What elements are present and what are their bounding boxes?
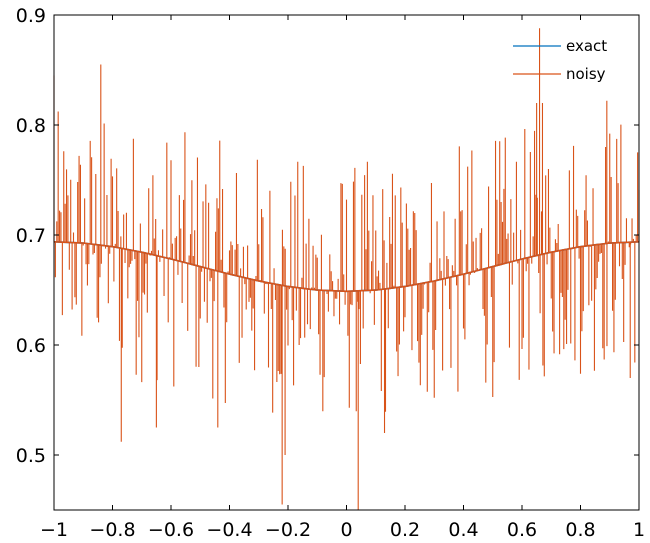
legend-label-noisy: noisy bbox=[566, 65, 606, 83]
x-tick-label: 0.8 bbox=[565, 519, 595, 541]
x-tick-label: −0.6 bbox=[148, 519, 194, 541]
y-tick-label: 0.6 bbox=[16, 335, 46, 357]
y-tick-label: 0.7 bbox=[16, 225, 46, 247]
y-tick-label: 0.9 bbox=[16, 5, 46, 27]
x-tick-label: 0.6 bbox=[507, 519, 537, 541]
y-axis: 0.5 0.6 0.7 0.8 0.9 bbox=[16, 5, 639, 467]
x-tick-label: −0.2 bbox=[265, 519, 311, 541]
y-tick-label: 0.5 bbox=[16, 445, 46, 467]
x-tick-label: −1 bbox=[40, 519, 68, 541]
x-tick-label: 0.2 bbox=[390, 519, 420, 541]
legend: exact noisy bbox=[513, 37, 607, 83]
x-tick-label: 0 bbox=[340, 519, 352, 541]
x-tick-label: 1 bbox=[633, 519, 645, 541]
noisy-series-smooth-line bbox=[53, 241, 640, 293]
x-tick-label: −0.4 bbox=[206, 519, 252, 541]
legend-label-exact: exact bbox=[566, 37, 607, 55]
x-tick-label: 0.4 bbox=[448, 519, 478, 541]
x-axis: −1 −0.8 −0.6 −0.4 −0.2 0 0.2 0.4 0.6 0.8 1 bbox=[40, 15, 645, 541]
x-tick-label: −0.8 bbox=[89, 519, 135, 541]
y-tick-label: 0.8 bbox=[16, 115, 46, 137]
